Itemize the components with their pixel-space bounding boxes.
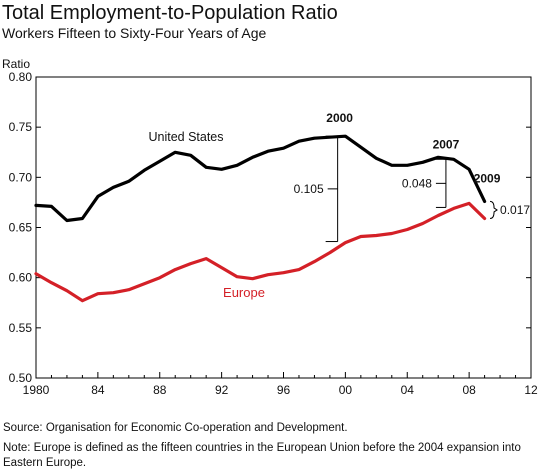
y-tick-label: 0.60 [9, 271, 33, 285]
x-tick-label: 08 [462, 383, 476, 397]
gap-value-2009: 0.017 [500, 203, 530, 217]
series-label-united-states: United States [148, 130, 223, 144]
x-tick-label: 92 [215, 383, 229, 397]
y-tick-label: 0.80 [9, 70, 33, 84]
line-chart: 0.50 0.55 0.60 0.65 0.70 0.75 0.80 1980 84 88 92 96… [9, 70, 538, 397]
x-tick-label: 12 [524, 383, 538, 397]
plot-frame [35, 76, 532, 379]
series-line-united-states [34, 134, 487, 223]
notes: Source: Organisation for Economic Co-ope… [3, 421, 537, 476]
y-axis-label: Ratio [2, 57, 31, 71]
gap-year-2009: 2009 [474, 171, 501, 185]
chart-subtitle: Workers Fifteen to Sixty-Four Years of A… [2, 25, 267, 41]
y-tick-label: 0.50 [9, 371, 33, 385]
y-tick-label: 0.55 [9, 321, 33, 335]
footnote: Note: Europe is defined as the fifteen c… [3, 442, 521, 469]
x-tick-label: 84 [91, 383, 105, 397]
gap-value-2007: 0.048 [402, 176, 432, 190]
gap-brace-2009 [490, 200, 498, 219]
series-line-europe [34, 201, 487, 303]
x-tick-label: 96 [277, 383, 291, 397]
series-label-europe: Europe [223, 285, 265, 300]
x-tick-label: 88 [153, 383, 167, 397]
gap-value-2000: 0.105 [294, 182, 324, 196]
y-tick-label: 0.70 [9, 170, 33, 184]
gap-year-2000: 2000 [326, 111, 353, 125]
x-tick-label: 00 [339, 383, 353, 397]
y-tick-label: 0.75 [9, 120, 33, 134]
gap-year-2007: 2007 [433, 137, 460, 151]
source-note: Source: Organisation for Economic Co-ope… [3, 422, 348, 434]
chart-title: Total Employment-to-Population Ratio [2, 2, 338, 24]
y-tick-label: 0.65 [9, 221, 33, 235]
x-tick-label: 04 [401, 383, 415, 397]
x-tick-label: 1980 [23, 383, 50, 397]
